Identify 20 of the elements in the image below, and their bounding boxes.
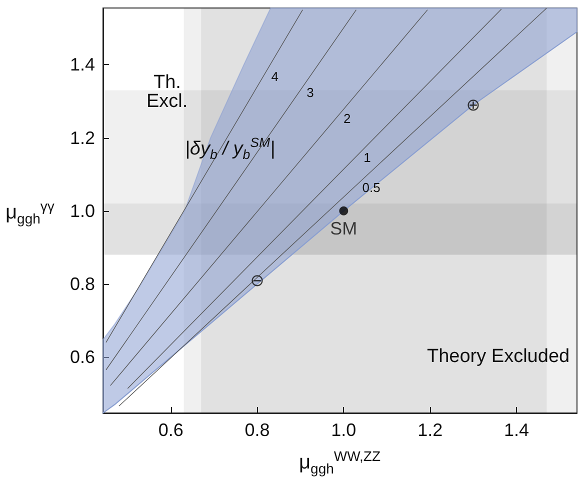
x-tick-label: 1.0	[331, 420, 356, 440]
y-tick-label: 0.8	[70, 274, 95, 294]
x-tick-label: 1.4	[504, 420, 530, 440]
x-tick-label: 0.6	[158, 420, 184, 440]
x-tick-label: 1.2	[418, 420, 443, 440]
series-label: 4	[271, 68, 279, 84]
series-label: 3	[306, 85, 314, 100]
y-tick-label: 1.4	[70, 54, 95, 75]
y-tick-label: 1.0	[70, 200, 95, 221]
y-tick-label: 1.2	[70, 128, 95, 148]
annotation: Th.	[154, 72, 181, 92]
y-tick-label: 0.6	[70, 347, 95, 368]
series-label: 1	[364, 150, 371, 165]
series-label: 0.5	[362, 180, 380, 195]
annotation: ⊕	[466, 95, 480, 114]
series-label: 2	[344, 111, 351, 126]
annotation: Excl.	[146, 90, 188, 112]
x-tick-label: 0.8	[244, 420, 270, 440]
series-label: SM	[330, 218, 358, 238]
annotation: Theory Excluded	[427, 346, 570, 366]
